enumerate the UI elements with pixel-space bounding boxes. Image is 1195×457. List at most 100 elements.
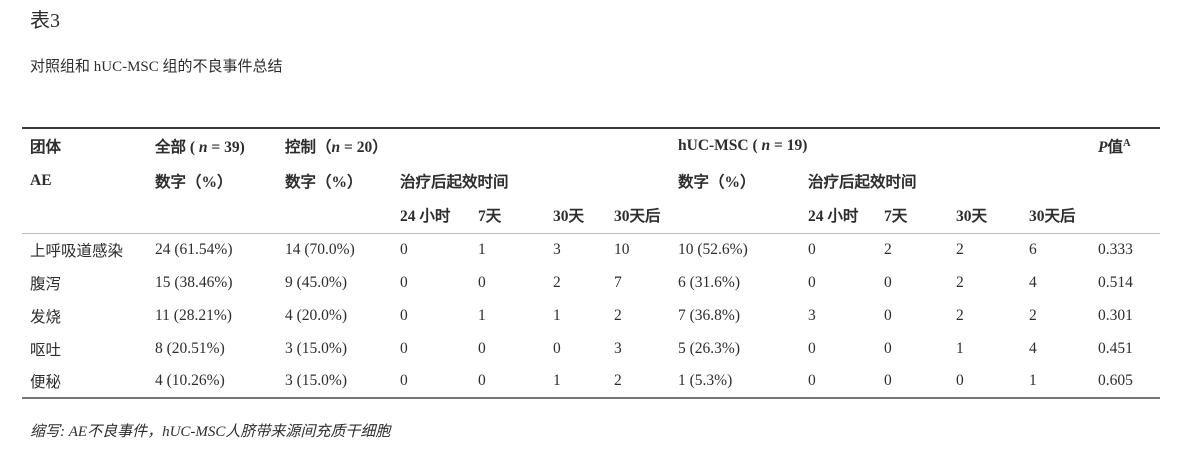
msc-onset-after30d-cell: 6 [1029,240,1037,258]
msc-onset-after30d-cell: 2 [1029,306,1037,324]
control-onset-7d-cell: 0 [478,372,486,389]
msc-onset-7d-cell: 2 [884,240,892,258]
msc-onset-24h-cell: 3 [808,306,816,324]
control-count-cell: 4 (20.0%) [285,306,347,324]
msc-30d-header: 30天 [948,198,1021,234]
msc-count-cell: 1 (5.3%) [678,372,733,389]
empty-header-cell [670,198,800,234]
table-row: 便秘 4 (10.26%) 3 (15.0%) 0 0 1 2 1 (5.3%)… [22,365,1160,398]
group-column-header: 团体 [30,139,62,156]
msc-onset-7d-cell: 0 [884,339,892,357]
hucmsc-header-suffix: = 19) [770,137,808,154]
control-onset-24h-cell: 0 [400,240,408,258]
paper-table-page: 表3 对照组和 hUC-MSC 组的不良事件总结 团体 全部 ( n = 39)… [0,9,1195,442]
msc-onset-24h-cell: 0 [808,372,816,389]
control-onset-24h-cell: 0 [400,339,408,357]
table-row: 发烧 11 (28.21%) 4 (20.0%) 0 1 1 2 7 (36.8… [22,299,1160,332]
msc-count-cell: 6 (31.6%) [678,273,740,291]
control-onset-7d-cell: 0 [478,339,486,357]
empty-header-cell [1090,198,1161,234]
table-row: 呕吐 8 (20.51%) 3 (15.0%) 0 0 0 3 5 (26.3%… [22,332,1160,365]
control-onset-30d-cell: 1 [553,372,561,389]
hucmsc-header-n-variable: n [761,137,771,154]
pvalue-cell: 0.514 [1098,273,1133,291]
empty-header-cell [277,198,392,234]
all-group-header: 全部 ( n = 39) [147,128,277,163]
msc-onset-after30d-cell: 4 [1029,273,1037,291]
control-onset-after30d-cell: 2 [614,306,622,324]
msc-onset-30d-cell: 2 [956,240,964,258]
control-count-cell: 3 (15.0%) [285,372,347,389]
all-number-pct-header: 数字（%） [155,173,233,191]
table-row: 上呼吸道感染 24 (61.54%) 14 (70.0%) 0 1 3 10 1… [22,233,1160,266]
pvalue-cell: 0.605 [1098,372,1133,389]
ae-name-cell: 呕吐 [30,341,62,359]
ae-column-header: AE [30,171,52,189]
pvalue-cell: 0.451 [1098,339,1133,357]
msc-onset-24h-cell: 0 [808,339,816,357]
empty-header-cell [1090,163,1160,198]
table-row: 腹泻 15 (38.46%) 9 (45.0%) 0 0 2 7 6 (31.6… [22,266,1160,299]
ae-name-cell: 上呼吸道感染 [30,242,124,260]
control-number-pct-header: 数字（%） [285,173,363,191]
control-7d-header: 7天 [470,198,545,234]
all-header-n-variable: n [198,139,208,156]
ae-name-cell: 便秘 [30,374,62,391]
group-header-row: 团体 全部 ( n = 39) 控制（n = 20） hUC-MSC ( n =… [22,128,1160,163]
all-count-cell: 4 (10.26%) [155,372,225,389]
control-header-prefix: 控制（ [285,139,332,156]
all-count-cell: 24 (61.54%) [155,240,233,258]
control-header-n-variable: n [331,139,341,156]
msc-24h-header: 24 小时 [800,198,876,234]
pvalue-label: 值 [1107,139,1124,156]
pvalue-header: P值A [1090,128,1160,163]
control-onset-24h-cell: 0 [400,372,408,389]
empty-header-cell [22,198,147,234]
control-onset-30d-cell: 0 [553,339,561,357]
msc-onset-after30d-cell: 1 [1029,372,1037,389]
ae-name-cell: 发烧 [30,308,62,326]
pvalue-superscript: A [1123,137,1131,149]
hucmsc-group-header: hUC-MSC ( n = 19) [670,128,1090,163]
msc-onset-7d-cell: 0 [884,372,892,389]
adverse-events-table: 团体 全部 ( n = 39) 控制（n = 20） hUC-MSC ( n =… [22,127,1161,399]
control-onset-7d-cell: 0 [478,273,486,291]
control-onset-24h-cell: 0 [400,306,408,324]
msc-count-cell: 7 (36.8%) [678,306,740,324]
control-onset-30d-cell: 3 [553,240,561,258]
pvalue-p-variable: P [1098,139,1108,156]
subheader-row: AE 数字（%） 数字（%） 治疗后起效时间 数字（%） 治疗后起效时间 [22,163,1160,198]
msc-onset-24h-cell: 0 [808,240,816,258]
all-count-cell: 15 (38.46%) [155,273,233,291]
msc-count-cell: 10 (52.6%) [678,240,748,258]
table-caption: 对照组和 hUC-MSC 组的不良事件总结 [30,59,283,75]
all-header-suffix: = 39) [207,139,245,156]
control-count-cell: 3 (15.0%) [285,339,347,357]
control-onset-30d-cell: 2 [553,273,561,291]
control-24h-header: 24 小时 [392,198,470,234]
control-30d-header: 30天 [545,198,606,234]
control-after30d-header: 30天后 [606,198,670,234]
control-onset-7d-cell: 1 [478,240,486,258]
hucmsc-header-prefix: hUC-MSC ( [678,137,762,154]
all-count-cell: 11 (28.21%) [155,306,232,324]
msc-after30d-header: 30天后 [1021,198,1091,234]
control-count-cell: 14 (70.0%) [285,240,355,258]
all-header-prefix: 全部 ( [155,139,199,156]
control-onset-7d-cell: 1 [478,306,486,324]
control-count-cell: 9 (45.0%) [285,273,347,291]
msc-7d-header: 7天 [876,198,948,234]
msc-onset-30d-cell: 1 [956,339,964,357]
control-onset-after30d-cell: 7 [614,273,622,291]
msc-onset-after30d-cell: 4 [1029,339,1037,357]
msc-onset-24h-cell: 0 [808,273,816,291]
msc-onset-30d-cell: 0 [956,372,964,389]
msc-onset-time-header: 治疗后起效时间 [808,173,917,191]
control-onset-after30d-cell: 2 [614,372,622,389]
ae-name-cell: 腹泻 [30,275,62,293]
abbreviations-footnote: 缩写: AE不良事件，hUC-MSC人脐带来源间充质干细胞 [30,424,391,440]
pvalue-cell: 0.333 [1098,240,1133,258]
control-onset-30d-cell: 1 [553,306,561,324]
msc-onset-30d-cell: 2 [956,306,964,324]
control-onset-24h-cell: 0 [400,273,408,291]
